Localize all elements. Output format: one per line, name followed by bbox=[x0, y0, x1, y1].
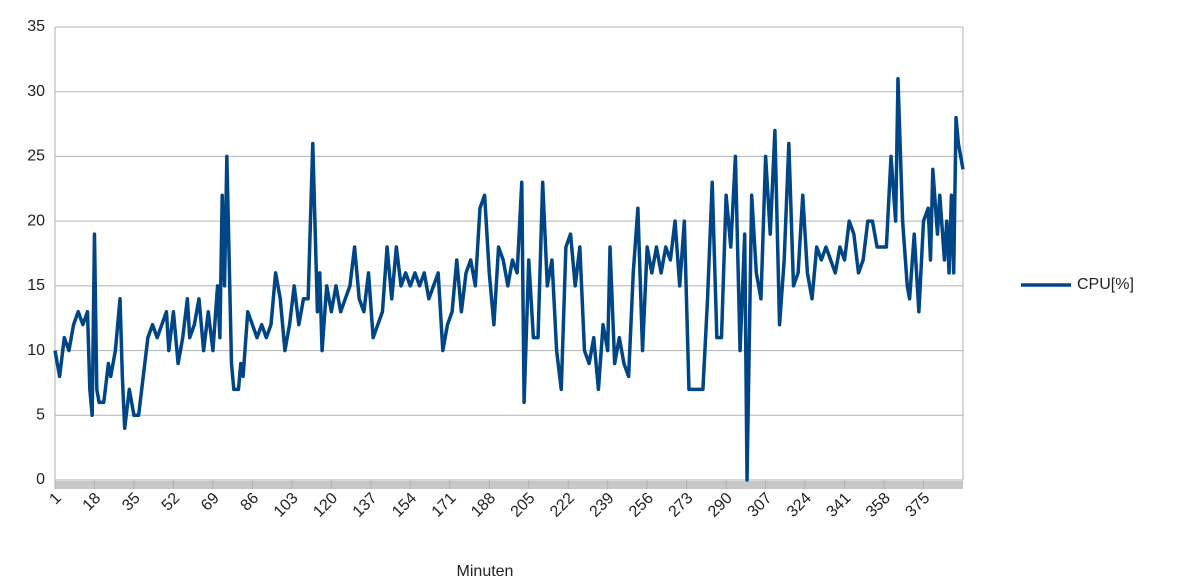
y-tick-label: 20 bbox=[27, 212, 45, 229]
x-tick-label: 188 bbox=[468, 490, 499, 521]
y-tick-label: 10 bbox=[27, 342, 45, 359]
x-tick-label: 205 bbox=[508, 490, 539, 521]
data-line bbox=[53, 77, 965, 482]
x-axis bbox=[55, 481, 963, 489]
y-tick-label: 5 bbox=[36, 407, 45, 424]
x-tick-label: 120 bbox=[310, 490, 341, 521]
x-tick-label: 222 bbox=[547, 490, 578, 521]
x-tick-label: 358 bbox=[863, 490, 894, 521]
x-tick-label: 1 bbox=[46, 490, 64, 508]
x-tick-label: 256 bbox=[626, 490, 657, 521]
x-tick-label: 86 bbox=[238, 490, 263, 515]
x-tick-label: 341 bbox=[823, 490, 854, 521]
y-tick-label: 15 bbox=[27, 277, 45, 294]
legend-label: CPU[%] bbox=[1077, 276, 1134, 293]
x-tick-label: 324 bbox=[784, 490, 815, 521]
x-tick-label: 69 bbox=[198, 490, 223, 515]
x-tick-label: 154 bbox=[389, 490, 420, 521]
y-tick-label: 25 bbox=[27, 148, 45, 165]
x-tick-label: 103 bbox=[271, 490, 302, 521]
x-tick-label: 290 bbox=[705, 490, 736, 521]
x-tick-label: 239 bbox=[587, 490, 618, 521]
y-tick-label: 30 bbox=[27, 83, 45, 100]
x-tick-label: 375 bbox=[902, 490, 933, 521]
x-tick-label: 137 bbox=[350, 490, 381, 521]
x-tick-label: 307 bbox=[745, 490, 776, 521]
y-tick-label: 35 bbox=[27, 18, 45, 35]
x-tick-label: 273 bbox=[666, 490, 697, 521]
x-tick-label: 35 bbox=[119, 490, 144, 515]
y-tick-label: 0 bbox=[36, 471, 45, 488]
x-tick-label: 18 bbox=[80, 490, 105, 515]
x-axis-title: Minuten bbox=[457, 563, 514, 580]
x-tick-label: 52 bbox=[159, 490, 184, 515]
x-tick-label: 171 bbox=[429, 490, 460, 521]
